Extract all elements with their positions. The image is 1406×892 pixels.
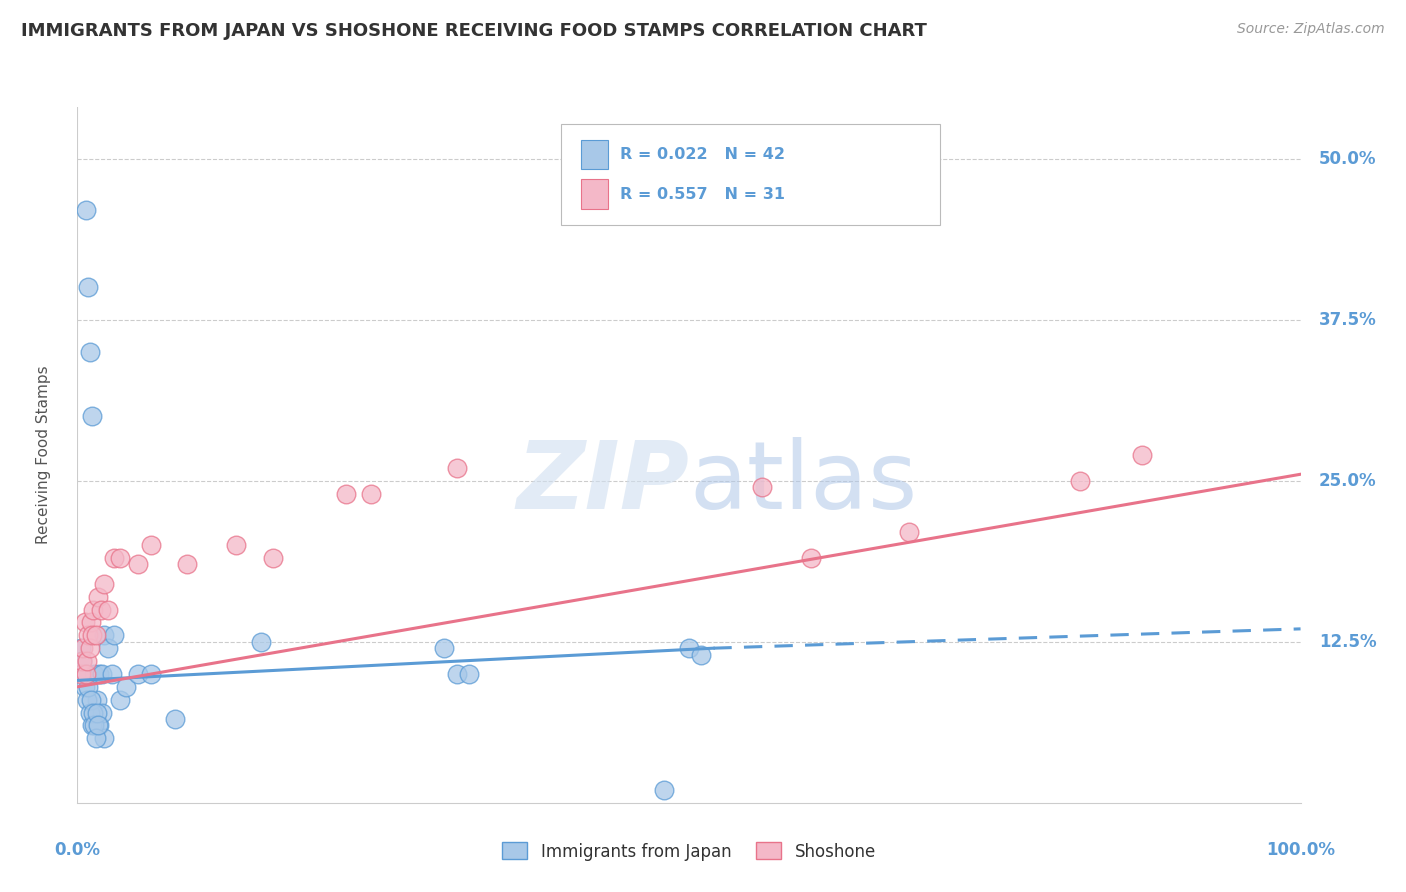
Point <box>90 667 112 681</box>
Point <box>73 680 96 694</box>
Point <box>678 641 700 656</box>
FancyBboxPatch shape <box>581 140 609 169</box>
Point <box>139 667 162 681</box>
Point <box>90 706 112 720</box>
Point <box>76 654 98 668</box>
Point <box>75 667 97 681</box>
Point <box>77 280 100 294</box>
Point <box>79 344 101 359</box>
Text: 0.0%: 0.0% <box>55 841 100 859</box>
Point <box>70 654 93 668</box>
Point <box>690 648 713 662</box>
Point <box>654 783 676 797</box>
Point <box>72 641 94 656</box>
Point <box>89 667 111 681</box>
FancyBboxPatch shape <box>561 124 939 226</box>
Point <box>262 551 284 566</box>
Legend: Immigrants from Japan, Shoshone: Immigrants from Japan, Shoshone <box>502 842 876 861</box>
Text: Source: ZipAtlas.com: Source: ZipAtlas.com <box>1237 22 1385 37</box>
Point <box>82 602 104 616</box>
Point <box>87 718 110 732</box>
Point <box>79 706 101 720</box>
Point <box>76 692 98 706</box>
Text: R = 0.022   N = 42: R = 0.022 N = 42 <box>620 147 786 161</box>
Text: 12.5%: 12.5% <box>1319 632 1376 651</box>
Point <box>90 602 112 616</box>
Text: Receiving Food Stamps: Receiving Food Stamps <box>35 366 51 544</box>
Point <box>446 460 468 475</box>
Point <box>108 551 131 566</box>
Point <box>77 680 100 694</box>
Point <box>115 680 138 694</box>
Point <box>72 667 94 681</box>
Point <box>87 590 110 604</box>
Point <box>75 667 97 681</box>
Point <box>89 718 111 732</box>
Point <box>83 718 105 732</box>
Point <box>1069 474 1091 488</box>
Point <box>93 731 115 746</box>
Point <box>360 486 382 500</box>
Point <box>93 628 115 642</box>
FancyBboxPatch shape <box>581 179 609 209</box>
Point <box>80 615 103 630</box>
Point <box>103 628 125 642</box>
Text: 50.0%: 50.0% <box>1319 150 1376 168</box>
Point <box>225 538 247 552</box>
Point <box>77 628 100 642</box>
Point <box>80 692 103 706</box>
Point <box>250 634 273 648</box>
Point <box>751 480 773 494</box>
Point <box>433 641 456 656</box>
Point <box>103 551 125 566</box>
Text: IMMIGRANTS FROM JAPAN VS SHOSHONE RECEIVING FOOD STAMPS CORRELATION CHART: IMMIGRANTS FROM JAPAN VS SHOSHONE RECEIV… <box>21 22 927 40</box>
Point <box>80 718 103 732</box>
Point <box>108 692 131 706</box>
Point <box>898 525 921 540</box>
Point <box>97 641 120 656</box>
Text: 100.0%: 100.0% <box>1265 841 1336 859</box>
Point <box>165 712 187 726</box>
Point <box>139 538 162 552</box>
Point <box>86 706 108 720</box>
Point <box>86 692 108 706</box>
Point <box>70 654 93 668</box>
Point <box>84 628 107 642</box>
Text: 25.0%: 25.0% <box>1319 472 1376 490</box>
Point <box>127 558 149 572</box>
Text: ZIP: ZIP <box>516 437 689 529</box>
Point <box>446 667 468 681</box>
Point <box>70 641 93 656</box>
Text: 37.5%: 37.5% <box>1319 310 1376 328</box>
Text: atlas: atlas <box>689 437 917 529</box>
Point <box>457 667 479 681</box>
Point <box>79 641 101 656</box>
Point <box>100 667 122 681</box>
Point <box>83 667 105 681</box>
Point <box>70 667 93 681</box>
Text: R = 0.557   N = 31: R = 0.557 N = 31 <box>620 186 786 202</box>
Point <box>176 558 198 572</box>
Point <box>80 628 103 642</box>
Point <box>335 486 357 500</box>
Point <box>97 602 120 616</box>
Point <box>800 551 823 566</box>
Point <box>93 576 115 591</box>
Point <box>80 409 103 424</box>
Point <box>82 706 104 720</box>
Point <box>75 203 97 218</box>
Point <box>127 667 149 681</box>
Point <box>84 731 107 746</box>
Point <box>1130 448 1153 462</box>
Point <box>73 615 96 630</box>
